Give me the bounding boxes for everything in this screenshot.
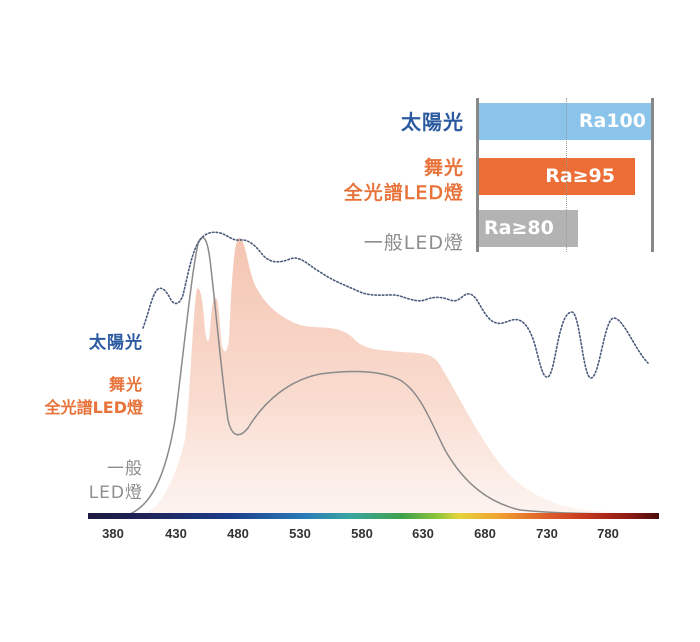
wavelength-color-bar <box>88 513 659 519</box>
wuguang-spectrum-area <box>143 237 659 514</box>
bar-value-wuguang: Ra≥95 <box>545 165 615 187</box>
tick-680: 680 <box>474 526 496 541</box>
tick-530: 530 <box>289 526 311 541</box>
bar-value-sun: Ra100 <box>578 110 646 132</box>
sunlight-spectrum-line <box>142 231 649 379</box>
legend-general-line2: LED燈 <box>88 483 143 503</box>
general-led-spectrum-line <box>129 236 660 515</box>
bar-sun: Ra100 <box>477 103 652 140</box>
tick-580: 580 <box>351 526 373 541</box>
bar-axis-left <box>476 98 479 252</box>
bar-label-wuguang-line1: 舞光 <box>423 157 464 179</box>
bar-label-general: 一般LED燈 <box>363 232 464 254</box>
legend-general-line1: 一般 <box>107 459 143 479</box>
bar-label-wuguang-line2: 全光譜LED燈 <box>343 182 464 205</box>
bar-wuguang: Ra≥95 <box>477 158 635 195</box>
bar-label-sun: 太陽光 <box>401 110 464 134</box>
legend-wuguang-line1: 舞光 <box>108 375 143 394</box>
bar-general: Ra≥80 <box>477 210 578 247</box>
bar-reference-dotted-line <box>566 98 567 252</box>
tick-480: 480 <box>227 526 249 541</box>
tick-430: 430 <box>165 526 187 541</box>
legend-wuguang-line2: 全光譜LED燈 <box>44 398 143 417</box>
tick-730: 730 <box>536 526 558 541</box>
bar-axis-right <box>651 98 654 252</box>
tick-380: 380 <box>102 526 124 541</box>
tick-630: 630 <box>412 526 434 541</box>
legend-sun: 太陽光 <box>89 333 143 353</box>
tick-780: 780 <box>597 526 619 541</box>
bar-value-general: Ra≥80 <box>484 217 554 239</box>
